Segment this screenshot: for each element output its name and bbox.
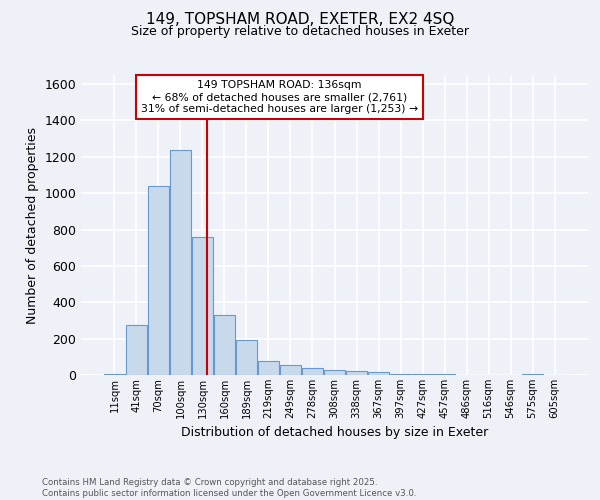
Bar [412, 374, 433, 375]
Text: 149, TOPSHAM ROAD, EXETER, EX2 4SQ: 149, TOPSHAM ROAD, EXETER, EX2 4SQ [146, 12, 454, 28]
Bar [126, 325, 147, 375]
Bar [104, 374, 125, 375]
Text: Contains HM Land Registry data © Crown copyright and database right 2025.
Contai: Contains HM Land Registry data © Crown c… [42, 478, 416, 498]
Text: 149 TOPSHAM ROAD: 136sqm
← 68% of detached houses are smaller (2,761)
31% of sem: 149 TOPSHAM ROAD: 136sqm ← 68% of detach… [141, 80, 418, 114]
Bar [170, 150, 191, 375]
Bar [390, 374, 411, 375]
Bar [434, 374, 455, 375]
Bar [368, 372, 389, 375]
Bar [280, 365, 301, 375]
Bar [324, 370, 345, 375]
Bar [214, 315, 235, 375]
X-axis label: Distribution of detached houses by size in Exeter: Distribution of detached houses by size … [181, 426, 488, 440]
Bar [192, 237, 213, 375]
Text: Size of property relative to detached houses in Exeter: Size of property relative to detached ho… [131, 25, 469, 38]
Y-axis label: Number of detached properties: Number of detached properties [26, 126, 39, 324]
Bar [302, 368, 323, 375]
Bar [346, 372, 367, 375]
Bar [148, 186, 169, 375]
Bar [258, 362, 279, 375]
Bar [236, 340, 257, 375]
Bar [522, 374, 543, 375]
